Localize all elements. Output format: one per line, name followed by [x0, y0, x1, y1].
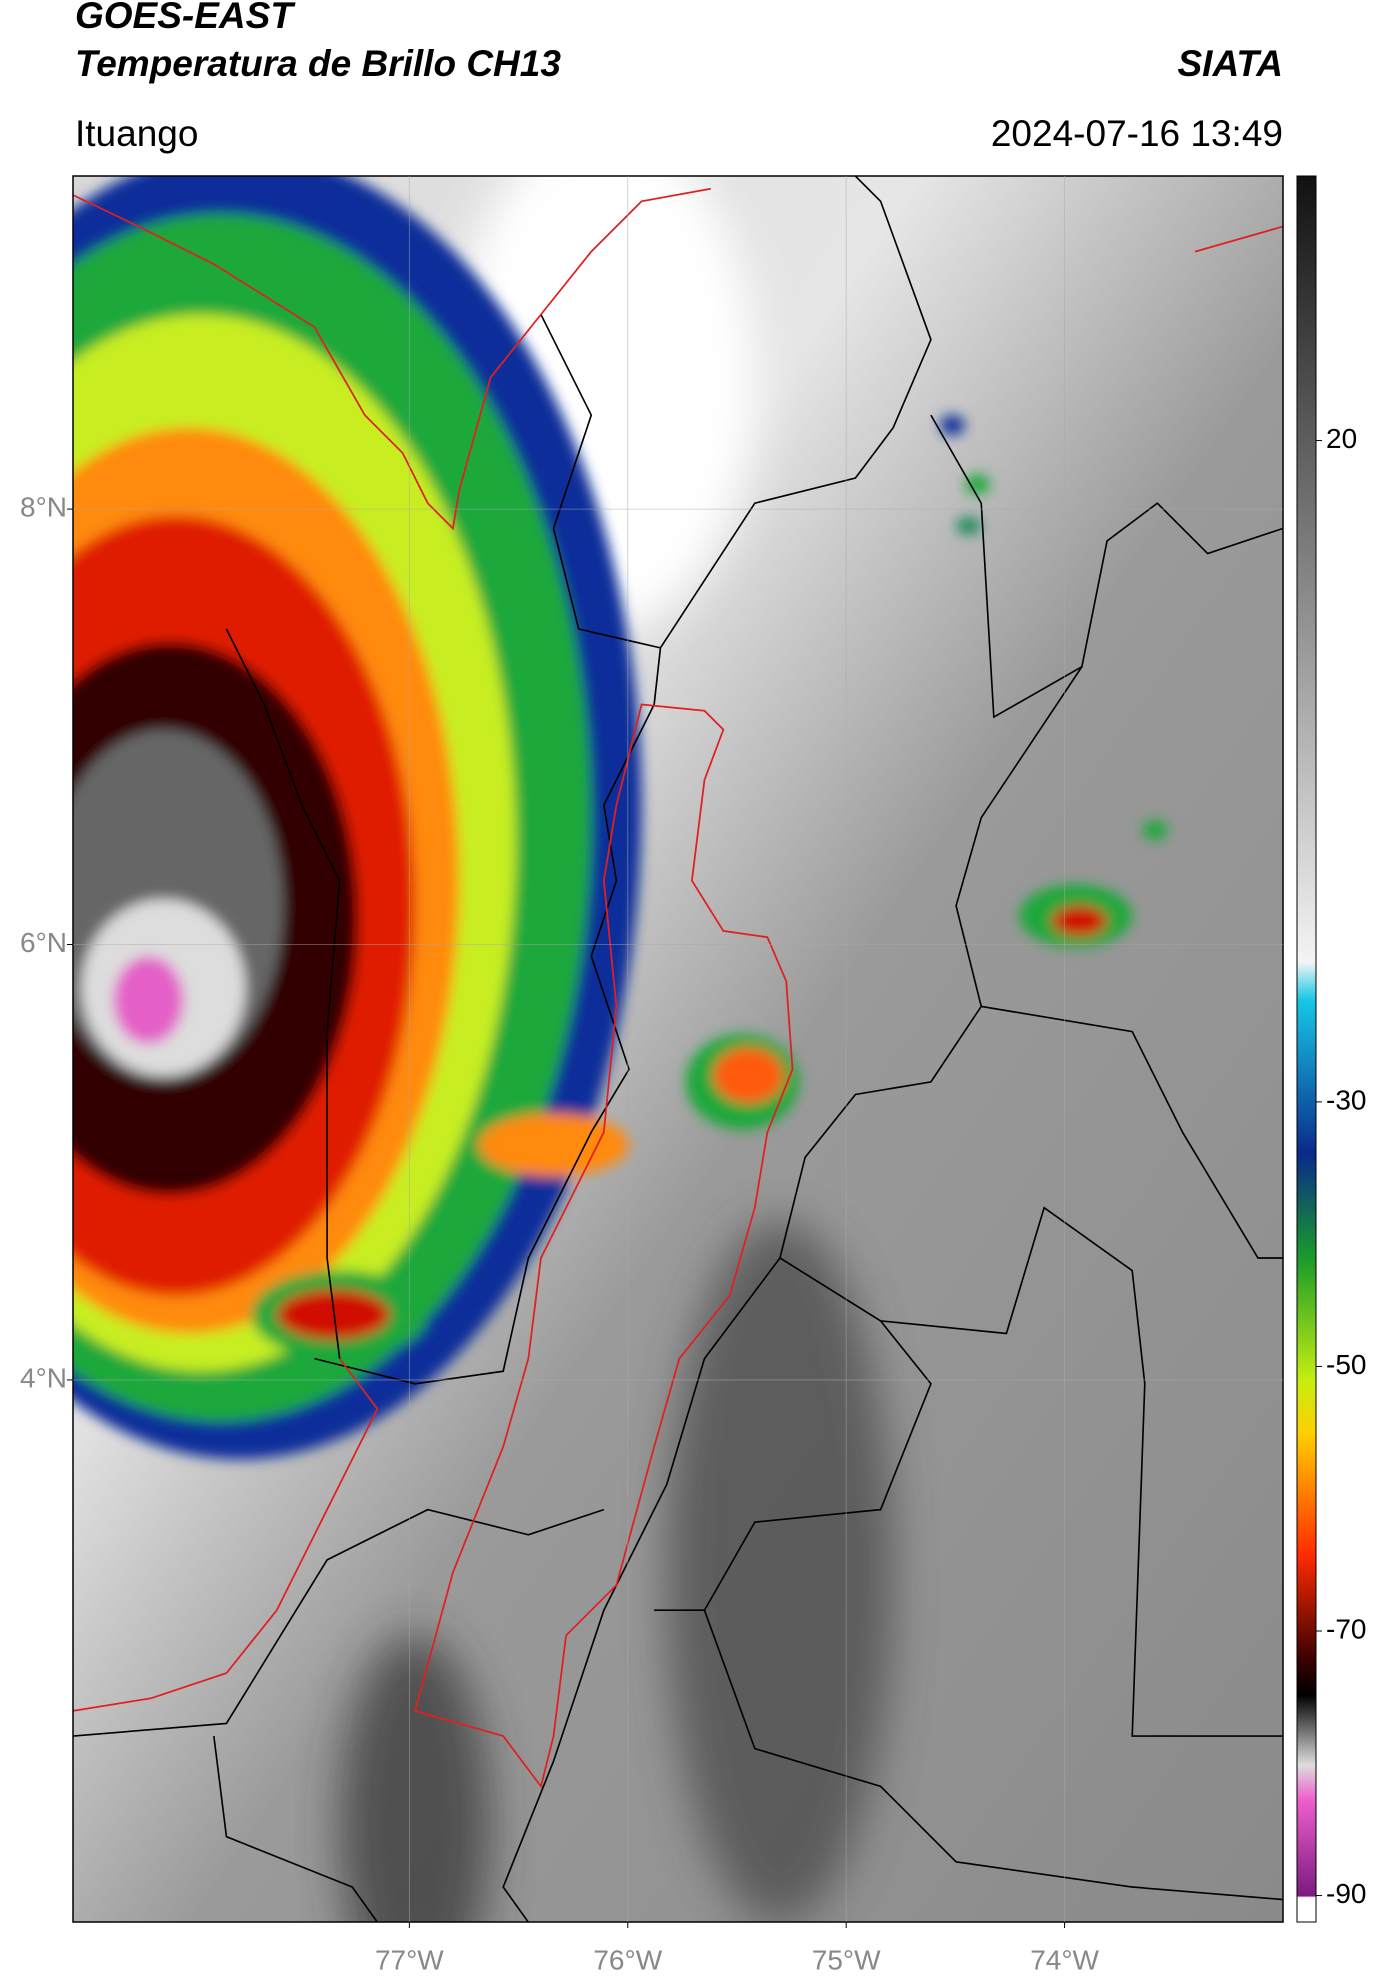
colorbar-tick-label: -90: [1326, 1878, 1366, 1909]
y-tick-label: 6°N: [20, 927, 67, 958]
colorbar-tick-label: 20: [1326, 423, 1357, 454]
colorbar: [1296, 175, 1317, 1923]
source: SIATA: [1177, 43, 1283, 84]
satellite-image: [72, 176, 1284, 1923]
x-tick-label: 75°W: [812, 1944, 881, 1975]
y-tick-label: 4°N: [20, 1362, 67, 1393]
x-tick-label: 77°W: [375, 1944, 444, 1975]
datetime: 2024-07-16 13:49: [991, 113, 1283, 154]
x-tick-label: 74°W: [1030, 1944, 1099, 1975]
colorbar-tick-label: -30: [1326, 1084, 1366, 1115]
y-tick-label: 8°N: [20, 491, 67, 522]
title: GOES-EAST: [75, 0, 296, 36]
x-tick-label: 76°W: [593, 1944, 662, 1975]
location: Ituango: [75, 113, 198, 154]
subtitle: Temperatura de Brillo CH13: [75, 43, 561, 84]
map-frame: [72, 175, 1284, 1923]
colorbar-tick-label: -50: [1326, 1349, 1366, 1380]
colorbar-tick-label: -70: [1326, 1613, 1366, 1644]
